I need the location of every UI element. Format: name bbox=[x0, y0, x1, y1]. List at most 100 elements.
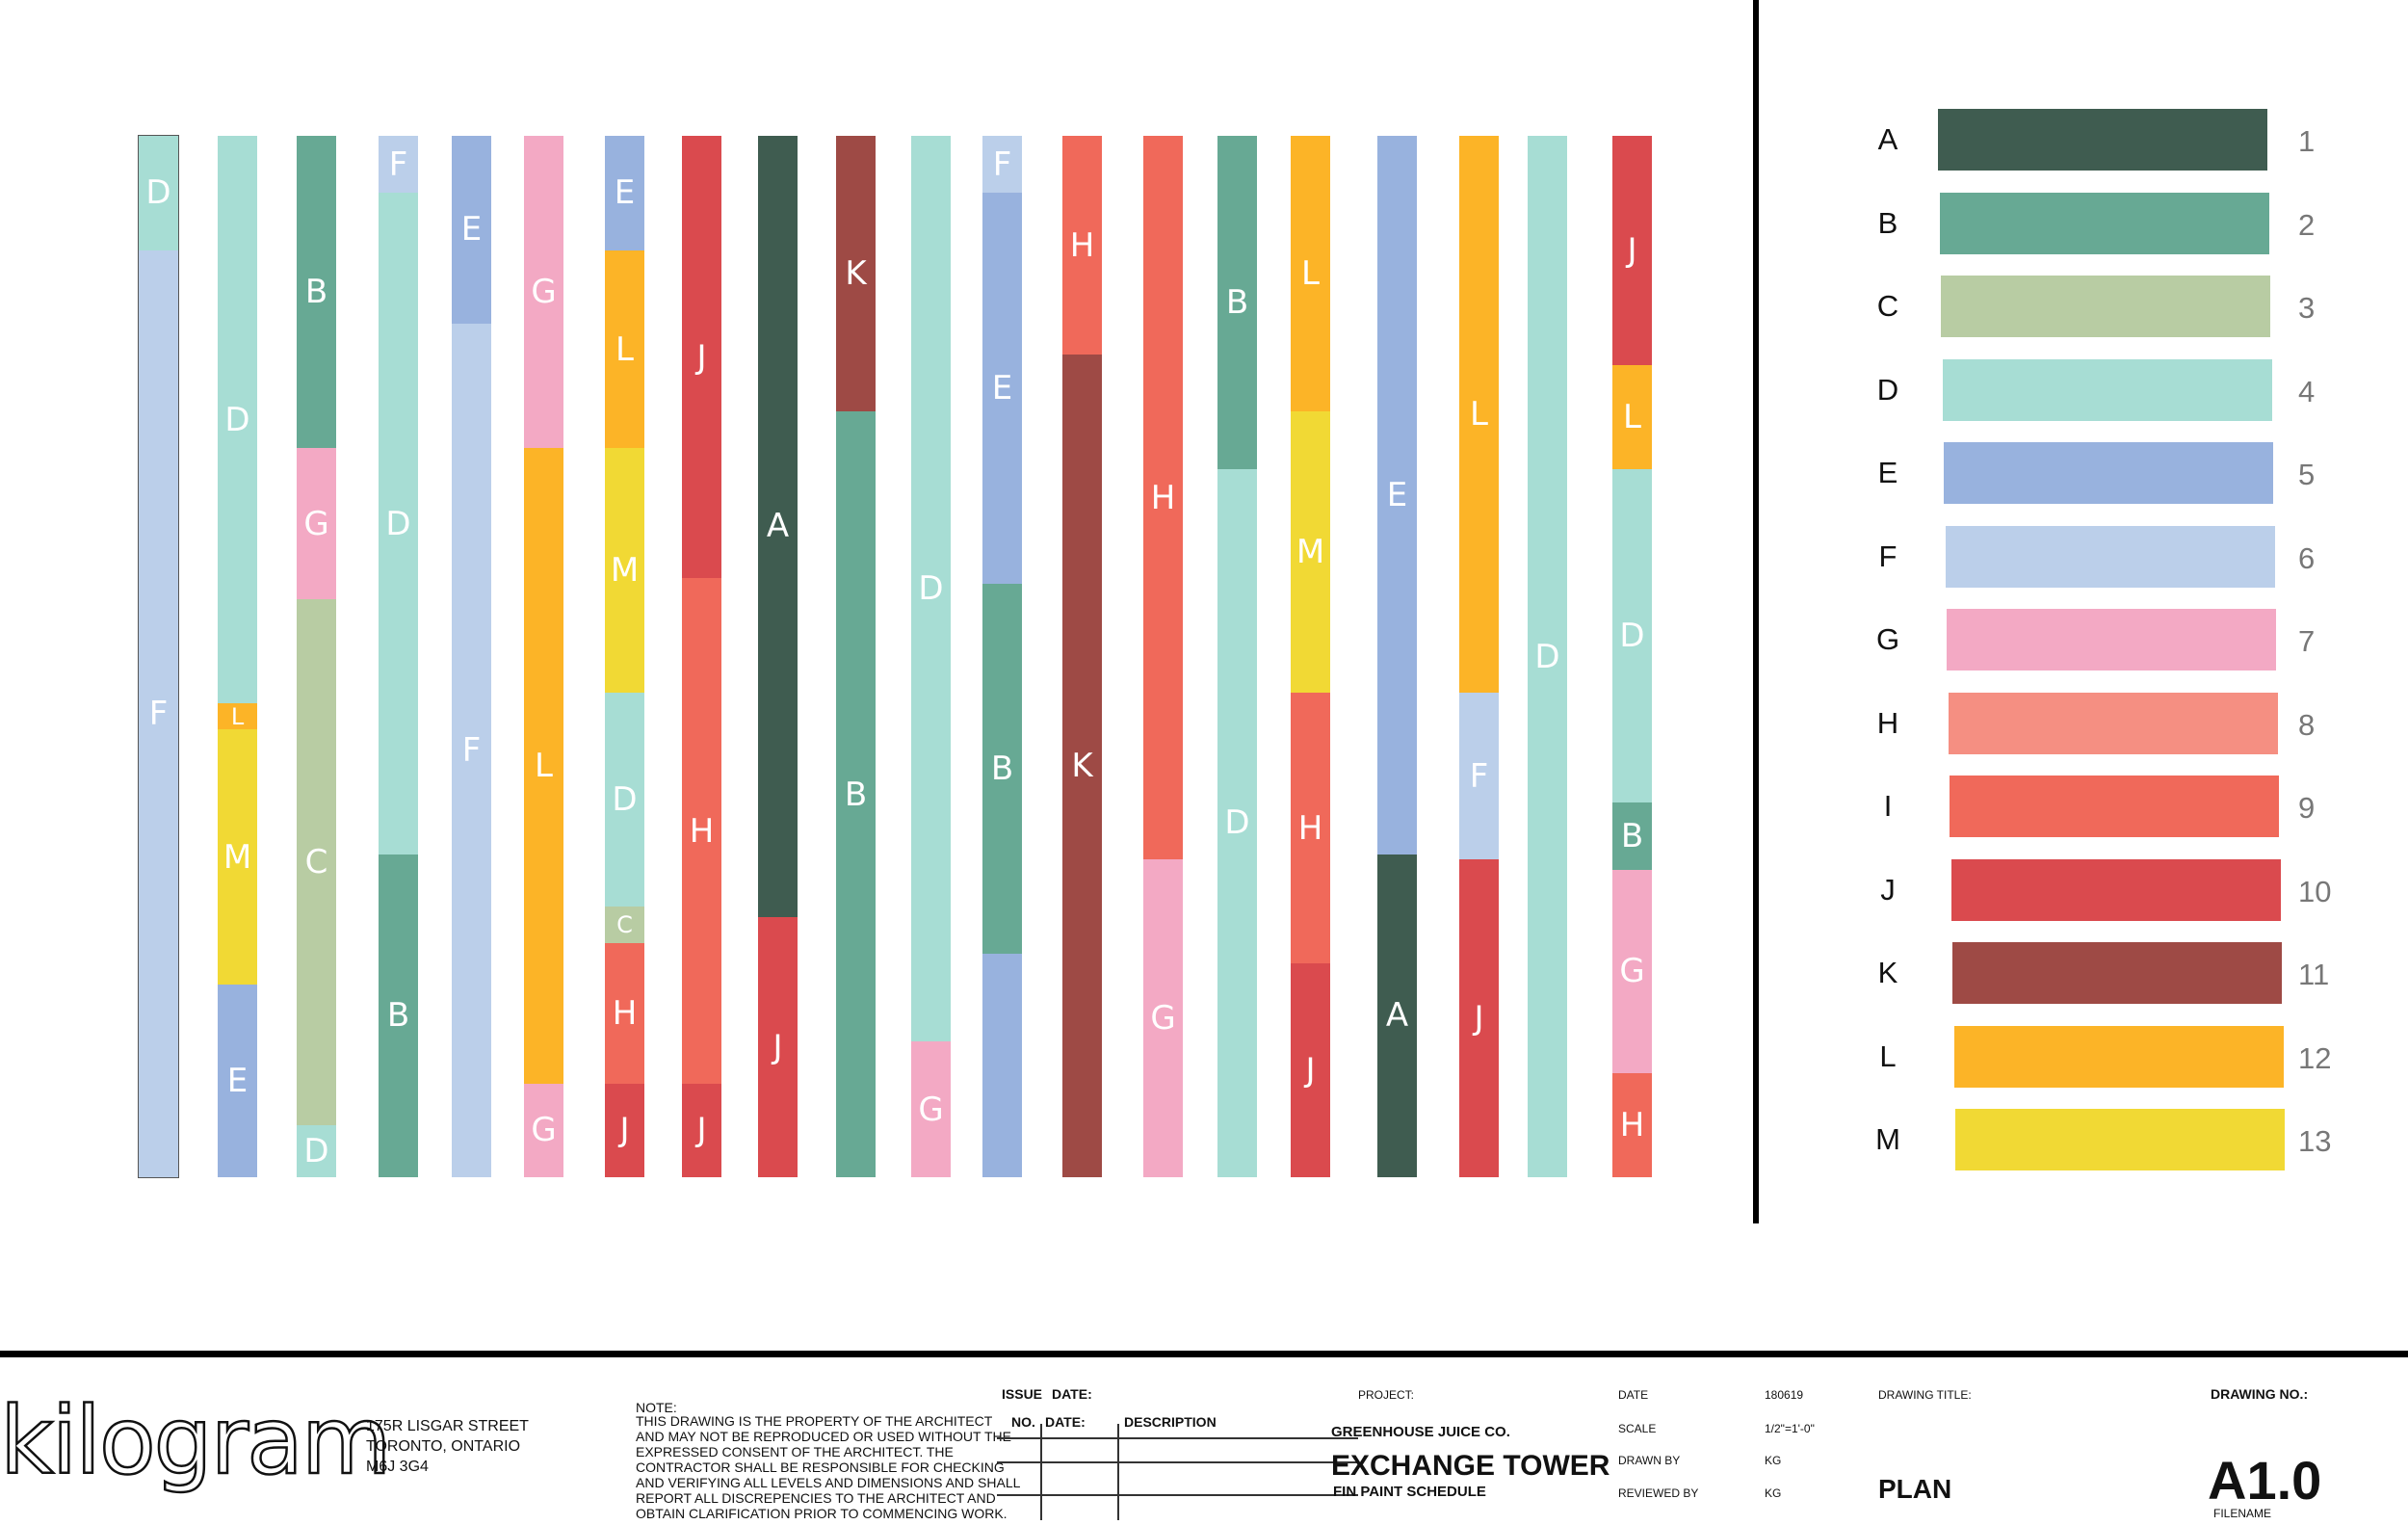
company-logo: kilogram bbox=[0, 1387, 393, 1495]
segment-label: G bbox=[1150, 999, 1176, 1039]
legend-number: 6 bbox=[2298, 540, 2316, 575]
legend-number: 2 bbox=[2298, 207, 2316, 242]
fin-segment: B bbox=[1217, 136, 1257, 469]
drawing-title-label: DRAWING TITLE: bbox=[1878, 1388, 1972, 1402]
fin-segment: B bbox=[982, 583, 1022, 954]
note-line: THIS DRAWING IS THE PROPERTY OF THE ARCH… bbox=[636, 1413, 993, 1429]
fin-segment: B bbox=[379, 854, 418, 1177]
scale-value: 1/2"=1'-0" bbox=[1765, 1422, 1815, 1435]
fin-segment: J bbox=[605, 1083, 644, 1177]
note-label: NOTE: bbox=[636, 1400, 677, 1415]
fin-segment: G bbox=[524, 136, 563, 449]
segment-label: M bbox=[1296, 533, 1325, 572]
issue-col-no: NO. bbox=[1011, 1414, 1035, 1430]
segment-label: B bbox=[1225, 282, 1249, 322]
issue-col-divider bbox=[1040, 1424, 1042, 1520]
date-label: DATE bbox=[1618, 1388, 1649, 1402]
legend-swatch bbox=[1938, 109, 2267, 171]
address-line-2: TORONTO, ONTARIO bbox=[366, 1438, 521, 1455]
segment-label: D bbox=[145, 173, 171, 213]
segment-label: D bbox=[385, 504, 411, 543]
fin-segment bbox=[982, 953, 1022, 1177]
segment-label: J bbox=[1474, 999, 1484, 1039]
fin-segment: K bbox=[1062, 355, 1102, 1177]
legend-swatch bbox=[1939, 192, 2269, 254]
drawing-title: PLAN bbox=[1878, 1474, 1952, 1504]
legend-swatch bbox=[1948, 692, 2278, 754]
segment-label: H bbox=[689, 811, 715, 851]
legend-number: 12 bbox=[2298, 1040, 2332, 1075]
fin-segment: H bbox=[1291, 693, 1330, 964]
segment-label: G bbox=[303, 504, 329, 543]
drawn-by-value: KG bbox=[1765, 1454, 1782, 1467]
project-label: PROJECT: bbox=[1358, 1388, 1415, 1402]
note-text: THIS DRAWING IS THE PROPERTY OF THE ARCH… bbox=[636, 1413, 1020, 1521]
segment-label: J bbox=[1305, 1051, 1316, 1091]
reviewed-by-label: REVIEWED BY bbox=[1618, 1486, 1699, 1500]
fin-segment: E bbox=[452, 136, 491, 324]
segment-label: A bbox=[1385, 996, 1409, 1036]
issue-col-divider bbox=[1117, 1424, 1119, 1520]
legend-letter: C bbox=[1876, 289, 1899, 323]
segment-label: F bbox=[992, 145, 1012, 184]
legend-swatch bbox=[1944, 442, 2273, 504]
fin-segment: M bbox=[1291, 411, 1330, 694]
fin-segment: E bbox=[218, 985, 257, 1177]
fin-segment: M bbox=[218, 729, 257, 986]
segment-label: B bbox=[1620, 816, 1644, 855]
issue-col-date: DATE: bbox=[1045, 1414, 1086, 1430]
legend-letter: K bbox=[1877, 956, 1898, 989]
fin-4: F D B bbox=[379, 136, 418, 1177]
fin-segment: B bbox=[297, 136, 336, 449]
fin-segment: H bbox=[1612, 1072, 1652, 1177]
legend-letter: F bbox=[1878, 539, 1898, 573]
segment-label: B bbox=[990, 749, 1014, 788]
segment-label: D bbox=[303, 1131, 329, 1170]
issue-rule bbox=[997, 1494, 1358, 1496]
fin-segment: F bbox=[139, 250, 178, 1177]
note-line: AND MAY NOT BE REPRODUCED OR USED WITHOU… bbox=[636, 1429, 1011, 1444]
segment-label: L bbox=[615, 329, 634, 369]
fin-segment: H bbox=[1062, 136, 1102, 355]
segment-label: J bbox=[619, 1111, 630, 1150]
segment-label: D bbox=[1224, 803, 1250, 843]
legend-number: 8 bbox=[2298, 707, 2316, 742]
segment-label: D bbox=[1534, 637, 1560, 676]
segment-label: D bbox=[612, 780, 638, 820]
issue-label: ISSUE bbox=[1002, 1386, 1043, 1402]
fin-segment: L bbox=[1612, 364, 1652, 469]
fin-segment: L bbox=[524, 448, 563, 1084]
segment-label: B bbox=[304, 273, 328, 312]
fin-segment: G bbox=[1143, 859, 1183, 1177]
fin-16: L M H J bbox=[1291, 136, 1330, 1177]
fin-segment: G bbox=[1612, 870, 1652, 1073]
segment-label: F bbox=[148, 694, 169, 733]
fin-segment: D bbox=[379, 193, 418, 855]
segment-label: H bbox=[1069, 225, 1095, 265]
fin-3: B G C D bbox=[297, 136, 336, 1177]
segment-label: G bbox=[531, 273, 557, 312]
segment-label: L bbox=[1623, 397, 1641, 436]
fin-segment: F bbox=[982, 136, 1022, 194]
legend-letter: H bbox=[1876, 705, 1899, 740]
fin-segment: F bbox=[452, 323, 491, 1177]
segment-label: F bbox=[461, 730, 482, 770]
fin-segment: M bbox=[605, 448, 644, 694]
segment-label: E bbox=[226, 1062, 249, 1100]
note-line: OBTAIN CLARIFICATION PRIOR TO COMMENCING… bbox=[636, 1506, 1008, 1521]
legend-swatch bbox=[1955, 1109, 2285, 1170]
fin-segment: L bbox=[1459, 136, 1499, 694]
fin-segment: B bbox=[836, 411, 876, 1177]
fin-segment: B bbox=[1612, 802, 1652, 871]
fin-segment: F bbox=[379, 136, 418, 194]
date-value: 180619 bbox=[1765, 1388, 1804, 1402]
segment-label: E bbox=[1386, 475, 1408, 514]
address-line-3: M6J 3G4 bbox=[366, 1459, 429, 1475]
